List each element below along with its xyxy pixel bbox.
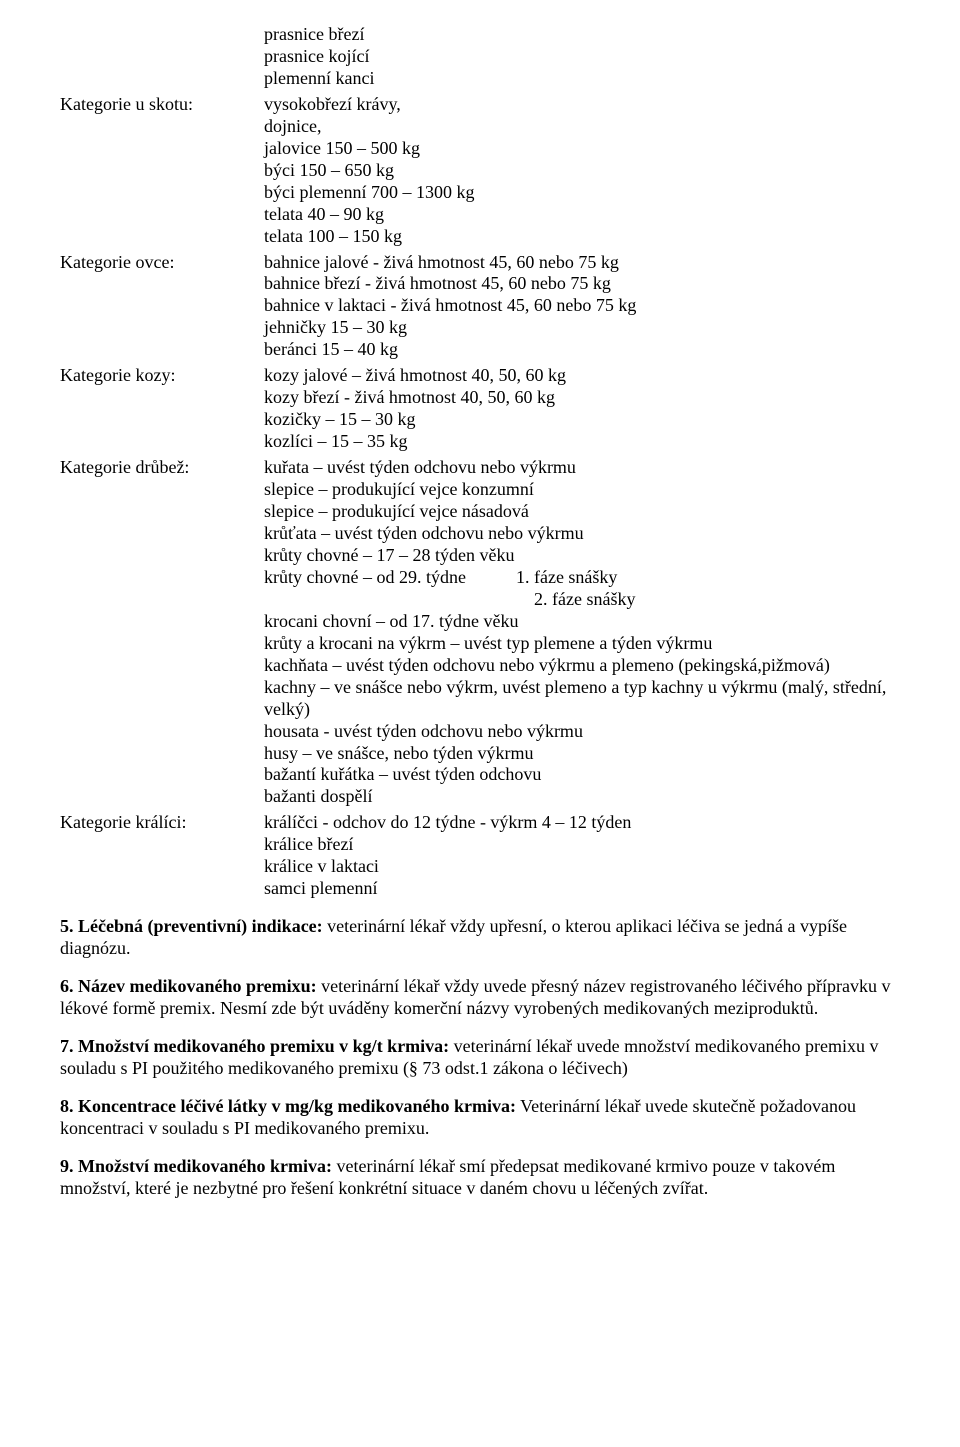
section-lead: Koncentrace léčivé látky v mg/kg medikov… [78, 1096, 516, 1116]
value-line: vysokobřezí krávy, [264, 94, 900, 116]
pre-line: prasnice kojící [264, 46, 900, 68]
value-line: bahnice březí - živá hmotnost 45, 60 neb… [264, 273, 900, 295]
section-lead: Název medikovaného premixu: [78, 976, 317, 996]
value-line: husy – ve snášce, nebo týden výkrmu [264, 743, 900, 765]
value-line: jehničky 15 – 30 kg [264, 317, 900, 339]
value-line: slepice – produkující vejce konzumní [264, 479, 900, 501]
value-line: kozlíci – 15 – 35 kg [264, 431, 900, 453]
category-values-skotu: vysokobřezí krávy, dojnice, jalovice 150… [264, 94, 900, 248]
value-line: kozičky – 15 – 30 kg [264, 409, 900, 431]
pre-line: prasnice březí [264, 24, 900, 46]
value-line: kachny – ve snášce nebo výkrm, uvést ple… [264, 677, 900, 721]
value-line: bažantí kuřátka – uvést týden odchovu [264, 764, 900, 786]
value-line: slepice – produkující vejce násadová [264, 501, 900, 523]
category-values-kralici: králíčci - odchov do 12 týdne - výkrm 4 … [264, 812, 900, 900]
value-line: beránci 15 – 40 kg [264, 339, 900, 361]
value-line: kozy jalové – živá hmotnost 40, 50, 60 k… [264, 365, 900, 387]
category-key-ovce: Kategorie ovce: [60, 252, 250, 362]
value-line-kruty29: krůty chovné – od 29. týdne 1. fáze snášk… [264, 567, 900, 589]
value-line: býci 150 – 650 kg [264, 160, 900, 182]
value-line: samci plemenní [264, 878, 900, 900]
section-number: 6. [60, 976, 74, 996]
value-line: kuřata – uvést týden odchovu nebo výkrmu [264, 457, 900, 479]
faze2: 2. fáze snášky [534, 589, 635, 609]
section-9: 9. Množství medikovaného krmiva: veterin… [60, 1156, 900, 1200]
pre-line: plemenní kanci [264, 68, 900, 90]
kruty29-prefix: krůty chovné – od 29. týdne [264, 567, 466, 587]
value-line: bažanti dospělí [264, 786, 900, 808]
section-number: 7. [60, 1036, 74, 1056]
value-line: krůty chovné – 17 – 28 týden věku [264, 545, 900, 567]
document-page: prasnice březí prasnice kojící plemenní … [0, 0, 960, 1240]
section-lead: Množství medikovaného krmiva: [78, 1156, 332, 1176]
value-line-faze2: 2. fáze snášky [264, 589, 900, 611]
faze1: 1. fáze snášky [516, 567, 617, 587]
value-line: telata 100 – 150 kg [264, 226, 900, 248]
pre-lines-block: prasnice březí prasnice kojící plemenní … [60, 24, 900, 90]
section-number: 5. [60, 916, 74, 936]
section-7: 7. Množství medikovaného premixu v kg/t … [60, 1036, 900, 1080]
value-line: kachňata – uvést týden odchovu nebo výkr… [264, 655, 900, 677]
value-line: krůty a krocani na výkrm – uvést typ ple… [264, 633, 900, 655]
category-key-drubez: Kategorie drůbež: [60, 457, 250, 808]
category-values-drubez: kuřata – uvést týden odchovu nebo výkrmu… [264, 457, 900, 808]
section-number: 8. [60, 1096, 74, 1116]
value-line: králice březí [264, 834, 900, 856]
value-line: bahnice jalové - živá hmotnost 45, 60 ne… [264, 252, 900, 274]
value-line: dojnice, [264, 116, 900, 138]
category-key-kralici: Kategorie králíci: [60, 812, 250, 900]
value-line: krůťata – uvést týden odchovu nebo výkrm… [264, 523, 900, 545]
category-key-kozy: Kategorie kozy: [60, 365, 250, 453]
category-list: prasnice březí prasnice kojící plemenní … [60, 24, 900, 900]
category-values-kozy: kozy jalové – živá hmotnost 40, 50, 60 k… [264, 365, 900, 453]
section-lead: Léčebná (preventivní) indikace: [78, 916, 323, 936]
section-6: 6. Název medikovaného premixu: veterinár… [60, 976, 900, 1020]
section-lead: Množství medikovaného premixu v kg/t krm… [78, 1036, 449, 1056]
value-line: housata - uvést týden odchovu nebo výkrm… [264, 721, 900, 743]
value-line: kozy březí - živá hmotnost 40, 50, 60 kg [264, 387, 900, 409]
value-line: králíčci - odchov do 12 týdne - výkrm 4 … [264, 812, 900, 834]
value-line: jalovice 150 – 500 kg [264, 138, 900, 160]
category-values-ovce: bahnice jalové - živá hmotnost 45, 60 ne… [264, 252, 900, 362]
section-5: 5. Léčebná (preventivní) indikace: veter… [60, 916, 900, 960]
value-line: králice v laktaci [264, 856, 900, 878]
value-line: bahnice v laktaci - živá hmotnost 45, 60… [264, 295, 900, 317]
value-line: býci plemenní 700 – 1300 kg [264, 182, 900, 204]
category-key-skotu: Kategorie u skotu: [60, 94, 250, 248]
value-line: telata 40 – 90 kg [264, 204, 900, 226]
section-number: 9. [60, 1156, 74, 1176]
value-line: krocani chovní – od 17. týdne věku [264, 611, 900, 633]
section-8: 8. Koncentrace léčivé látky v mg/kg medi… [60, 1096, 900, 1140]
